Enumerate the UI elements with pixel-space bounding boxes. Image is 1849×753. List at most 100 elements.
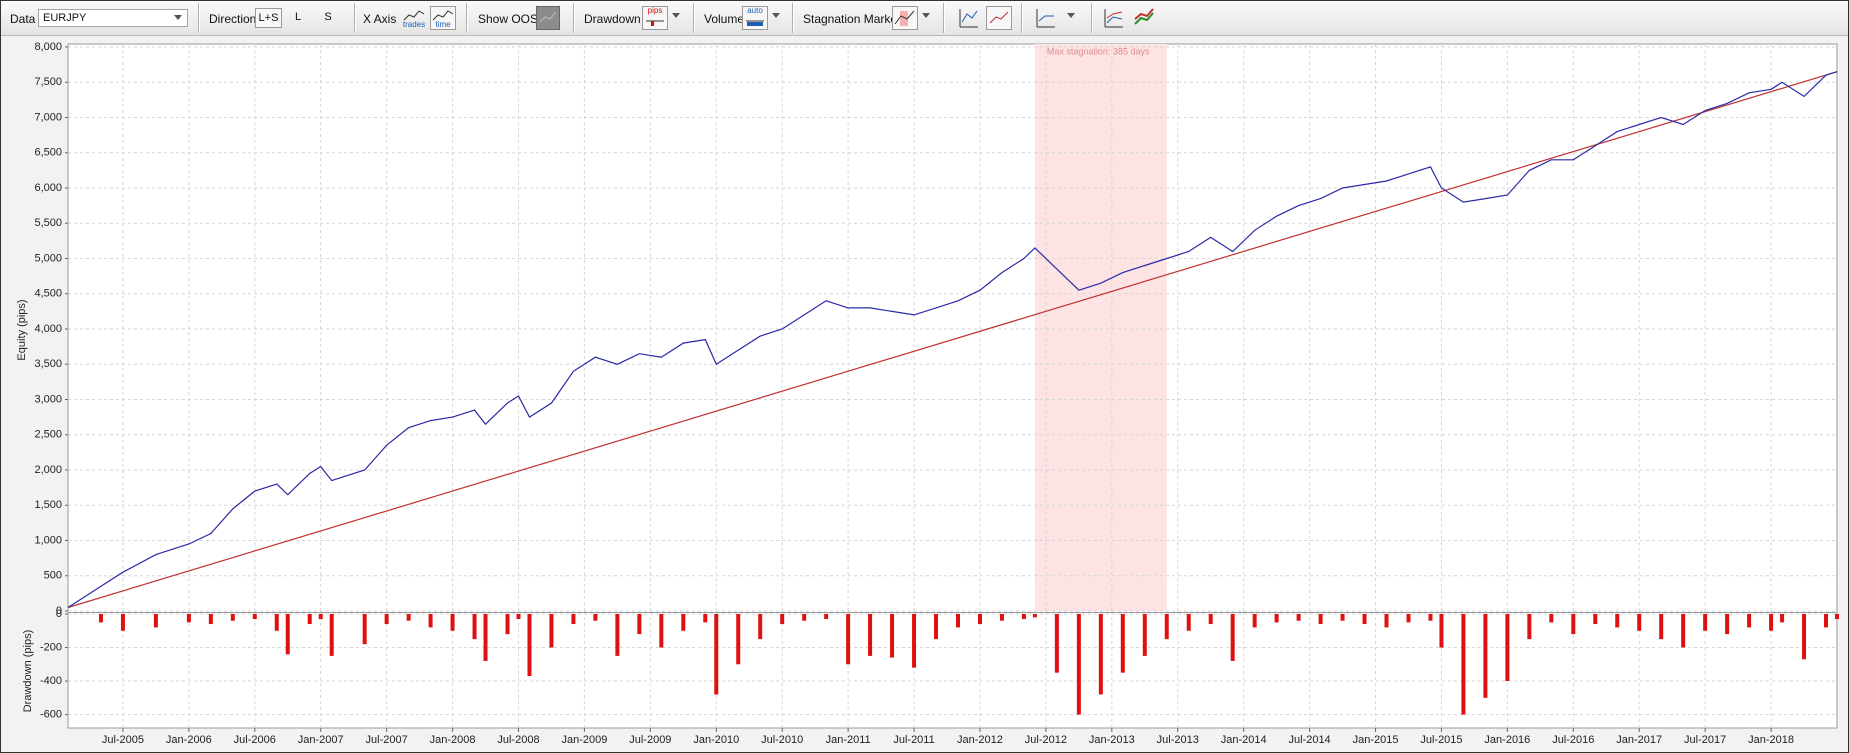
arrow (174, 15, 182, 20)
drawdown-bar (1406, 614, 1411, 623)
separator (466, 3, 468, 33)
y-axis-label: Equity (pips) (16, 299, 28, 360)
stagnation-band (1034, 44, 1167, 611)
drawdown-bar (1483, 614, 1488, 698)
icon (894, 10, 915, 25)
drawdown-bar (329, 614, 334, 656)
dropdown-arrow[interactable] (922, 13, 930, 18)
separator (1021, 3, 1023, 33)
drawdown-bar (681, 614, 686, 631)
label: X Axis (363, 12, 397, 26)
icon-button[interactable] (957, 6, 981, 30)
y-tick-label: 7,000 (34, 111, 62, 123)
label: Data (10, 12, 36, 26)
icon (403, 10, 425, 21)
drawdown-bar (98, 614, 103, 623)
x-tick-label: Jul-2005 (102, 734, 144, 746)
drawdown-bar (912, 614, 917, 668)
drawdown-bar (1769, 614, 1774, 631)
y-tick-label: 4,500 (34, 288, 62, 300)
drawdown-bar (1076, 614, 1081, 715)
combo-value: EURJPY (43, 12, 87, 24)
drawdown-bar (824, 614, 829, 620)
icon (1134, 8, 1154, 20)
icon (1106, 16, 1123, 24)
label: Volume (704, 12, 745, 26)
x-tick-label: Jul-2008 (497, 734, 539, 746)
drawdown-bar (1252, 614, 1257, 628)
icon-text: pips (648, 6, 663, 15)
drawdown-bar (1593, 614, 1598, 625)
drawdown-bar (1428, 614, 1433, 621)
drawdown-bar (999, 614, 1004, 621)
drawdown-bar (802, 614, 807, 621)
toggle-button[interactable]: S (324, 11, 332, 23)
drawdown-bar (1186, 614, 1191, 631)
drawdown-bar (1032, 614, 1037, 618)
icon-button[interactable] (1034, 6, 1058, 30)
drawdown-bar (230, 614, 235, 621)
drawdown-bar (1835, 614, 1839, 620)
drawdown-bar (736, 614, 741, 665)
x-tick-label: Jan-2013 (1089, 734, 1135, 746)
toggle-button[interactable]: L (294, 11, 302, 23)
drawdown-bar (186, 614, 191, 623)
x-tick-label: Jul-2017 (1684, 734, 1726, 746)
dropdown-arrow[interactable] (1067, 13, 1075, 18)
separator (354, 3, 356, 33)
y-tick-label: -400 (40, 675, 62, 687)
y-tick-label: 3,500 (34, 358, 62, 370)
x-tick-label: Jan-2016 (1484, 734, 1530, 746)
drawdown-bar (593, 614, 598, 621)
drawdown-bar (406, 614, 411, 621)
icon-button[interactable] (1132, 6, 1156, 30)
drawdown-bar (1802, 614, 1807, 660)
y-tick-label: 3,000 (34, 393, 62, 405)
separator (693, 3, 695, 33)
drawdown-bar (1681, 614, 1686, 648)
drawdown-bar (1296, 614, 1301, 621)
label: Stagnation Marker (803, 12, 902, 26)
icon-button[interactable]: trades (401, 6, 427, 30)
x-tick-label: Jan-2010 (693, 734, 739, 746)
drawdown-bar (1098, 614, 1103, 695)
icon-button[interactable]: auto (742, 6, 768, 30)
label: Direction (209, 12, 257, 26)
drawdown-bar (955, 614, 960, 628)
drawdown-bar (1725, 614, 1730, 635)
icon-button[interactable] (892, 6, 918, 30)
icon (1134, 12, 1154, 25)
drawdown-bar (1824, 614, 1829, 628)
drawdown-bar (1318, 614, 1323, 625)
drawdown-bar (1659, 614, 1664, 640)
x-tick-label: Jan-2009 (561, 734, 607, 746)
separator (198, 3, 200, 33)
toggle-button[interactable]: L+S (255, 8, 282, 28)
icon (432, 10, 454, 21)
x-tick-label: Jul-2007 (366, 734, 408, 746)
drawdown-bar (1615, 614, 1620, 628)
dropdown-arrow[interactable] (672, 13, 680, 18)
grid (68, 44, 1837, 728)
drawdown-bar (1054, 614, 1059, 673)
icon-button[interactable] (536, 6, 560, 30)
symbol-combo[interactable]: EURJPY (38, 9, 188, 27)
icon-button[interactable] (986, 6, 1012, 30)
drawdown-bar (1549, 614, 1554, 623)
drawdown-bar (307, 614, 312, 625)
icon-text: auto (747, 6, 763, 15)
dropdown-arrow[interactable] (772, 13, 780, 18)
drawdown-bar (1527, 614, 1532, 640)
icon-button[interactable]: time (430, 6, 456, 30)
icon (1038, 15, 1054, 22)
trend-line (67, 71, 1838, 609)
drawdown-bar (1021, 614, 1026, 620)
y-tick-label: 1,000 (34, 534, 62, 546)
icon-text: time (435, 20, 451, 29)
drawdown-bar (208, 614, 213, 625)
icon-button[interactable]: pips (642, 6, 668, 30)
icon-button[interactable] (1102, 6, 1126, 30)
label: Show OOS (478, 12, 539, 26)
x-tick-label: Jan-2006 (166, 734, 212, 746)
